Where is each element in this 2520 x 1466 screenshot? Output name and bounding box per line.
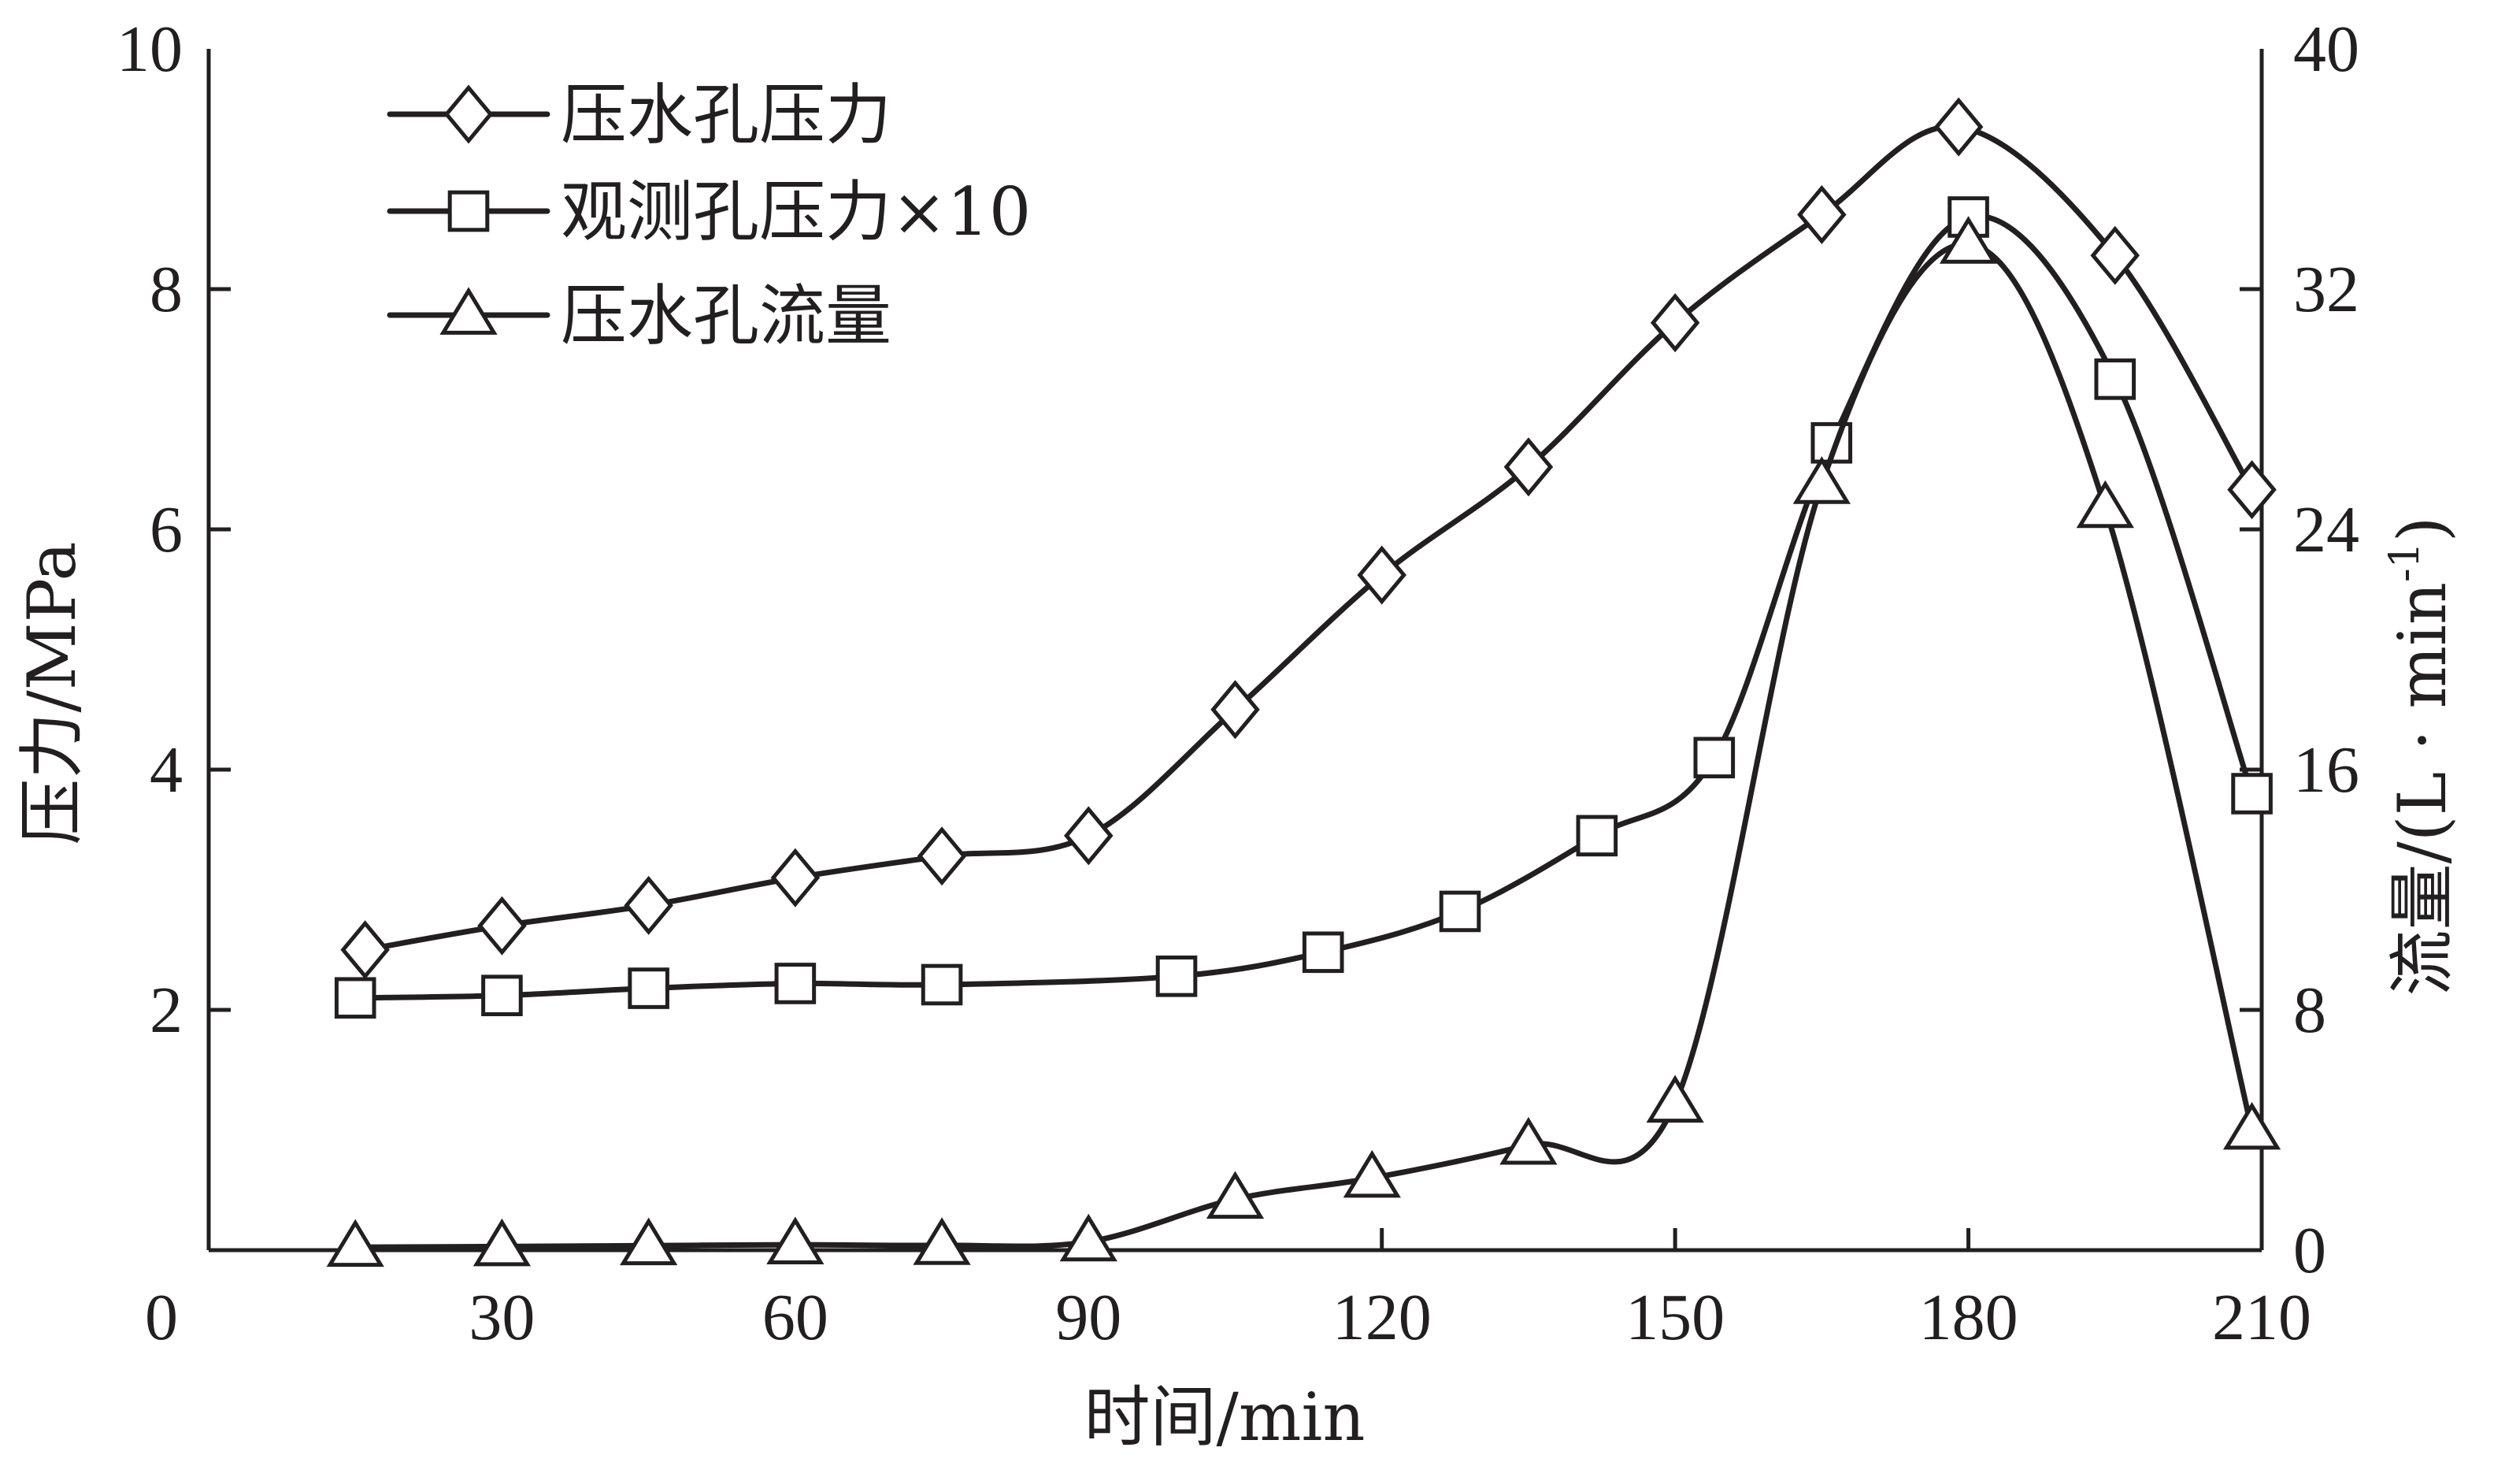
data-point-diamond (624, 875, 673, 935)
x-tick-label: 60 (762, 1281, 828, 1354)
series-diamond (340, 97, 2277, 980)
data-point-square (2094, 358, 2136, 400)
x-tick-label: 90 (1055, 1281, 1121, 1354)
axis-labels: 时间/min 压力/MPa 流量/(L · min-1) (13, 516, 2461, 1456)
data-point-triangle (1939, 216, 1998, 264)
x-axis-title: 时间/min (1084, 1379, 1366, 1456)
data-point-diamond (770, 848, 821, 907)
data-point-diamond (1933, 97, 1984, 157)
x-tick-label: 150 (1625, 1281, 1725, 1354)
legend-item-diamond: 压水孔压力 (387, 76, 891, 154)
data-point-triangle (1343, 1149, 1401, 1198)
data-point-triangle (766, 1216, 825, 1265)
x-tick-label: 210 (2212, 1281, 2311, 1354)
series-line-triangle (352, 241, 2255, 1250)
legend-marker-diamond (443, 84, 494, 144)
data-point-triangle (1646, 1074, 1704, 1123)
y2-axis-title: 流量/(L · min-1) (2381, 516, 2461, 996)
data-point-square (334, 977, 376, 1019)
data-point-diamond (1503, 437, 1554, 497)
x-tick-label: 120 (1332, 1281, 1432, 1354)
data-point-square (1439, 890, 1481, 933)
y-tick-label: 2 (150, 974, 183, 1047)
y2-tick-label: 32 (2293, 253, 2359, 326)
data-point-diamond (2090, 225, 2140, 285)
data-point-square (1155, 956, 1198, 997)
data-point-diamond (1797, 184, 1847, 244)
x-tick-label: 30 (469, 1281, 535, 1354)
y-tick-label: 4 (150, 733, 183, 807)
data-point-triangle (620, 1217, 678, 1266)
legend-label: 观测孔压力×10 (561, 173, 1031, 251)
data-point-diamond (1064, 806, 1114, 866)
y2-tick-label: 0 (2293, 1214, 2326, 1287)
series-line-square (352, 213, 2255, 1001)
data-point-diamond (1650, 293, 1700, 353)
y-tick-label: 8 (150, 253, 183, 326)
data-point-triangle (913, 1217, 971, 1265)
y-tick-label-zero: 0 (145, 1281, 178, 1354)
data-point-diamond (1210, 680, 1260, 740)
y2-tick-label: 16 (2293, 733, 2359, 807)
data-point-triangle (326, 1219, 384, 1267)
y2-axis-title-main: 流量/(L · min (2384, 582, 2461, 997)
series-group (326, 97, 2281, 1267)
data-point-square (481, 974, 523, 1017)
y2-tick-label: 40 (2293, 13, 2359, 86)
legend-marker-square (447, 190, 490, 232)
data-point-square (1576, 815, 1618, 857)
series-triangle (326, 216, 2281, 1267)
data-point-diamond (1357, 545, 1406, 605)
y2-axis-title-superscript: -1 (2381, 542, 2429, 582)
x-tick-label: 180 (1919, 1281, 2018, 1354)
data-point-square (628, 967, 669, 1009)
data-point-diamond (2227, 460, 2277, 520)
y-tick-label: 6 (150, 493, 183, 566)
data-point-triangle (1499, 1116, 1558, 1165)
legend-marker-triangle (439, 287, 498, 335)
data-point-triangle (472, 1218, 532, 1267)
data-point-square (1693, 737, 1736, 779)
data-point-square (1302, 931, 1344, 974)
y-axis-title: 压力/MPa (13, 541, 91, 844)
data-point-square (2231, 773, 2273, 815)
y2-tick-label: 24 (2293, 493, 2359, 566)
legend-item-triangle: 压水孔流量 (387, 277, 891, 354)
legend-label: 压水孔压力 (561, 76, 891, 154)
data-point-triangle (1206, 1171, 1265, 1219)
legend-label: 压水孔流量 (561, 277, 891, 354)
data-point-diamond (477, 896, 527, 956)
y-tick-label: 10 (117, 13, 183, 86)
data-point-triangle (2222, 1101, 2281, 1150)
axes: 030609012015018021002468100816243240 (117, 13, 2359, 1354)
data-point-square (921, 963, 963, 1006)
legend-item-square: 观测孔压力×10 (387, 173, 1031, 251)
data-point-diamond (917, 826, 967, 886)
data-point-triangle (1059, 1213, 1117, 1262)
data-point-triangle (2076, 480, 2135, 529)
y2-tick-label: 8 (2293, 974, 2326, 1047)
data-point-triangle (1792, 456, 1851, 504)
data-point-square (774, 963, 817, 1004)
y2-axis-title-close: ) (2384, 516, 2461, 542)
data-point-diamond (340, 920, 390, 980)
